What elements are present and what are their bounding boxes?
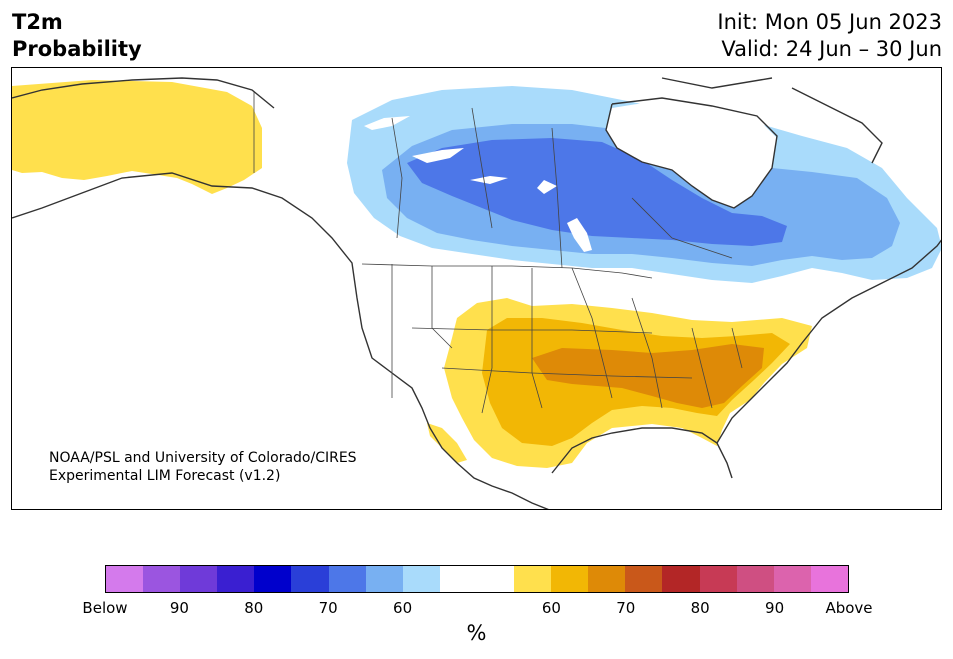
colorbar-swatch [143,566,181,592]
title-line-2: Probability [12,37,142,61]
lake [470,176,508,184]
colorbar-swatch [514,566,552,592]
colorbar-swatch [662,566,700,592]
colorbar-tick-label: Below [82,599,128,617]
init-date: Init: Mon 05 Jun 2023 [717,10,942,34]
colorbar-swatch [217,566,255,592]
colorbar-tick-label: 90 [765,599,785,617]
colorbar-swatch [254,566,292,592]
colorbar-swatch [291,566,329,592]
lake [412,148,464,163]
credit-line-1: NOAA/PSL and University of Colorado/CIRE… [49,450,357,466]
colorbar-swatch [476,566,515,592]
colorbar-tick-label: 70 [616,599,636,617]
colorbar-swatch [625,566,663,592]
colorbar-swatch [180,566,218,592]
us-above-normal-core [532,344,764,408]
lake [537,180,557,194]
colorbar-tick-label: 90 [169,599,189,617]
forecast-map [11,67,942,510]
colorbar-swatch [810,566,848,592]
colorbar-swatch [588,566,626,592]
credit-text: NOAA/PSL and University of Colorado/CIRE… [49,449,357,485]
credit-line-2: Experimental LIM Forecast (v1.2) [49,468,281,484]
political-borders [253,92,743,414]
lake [567,218,592,252]
colorbar-ticks: Below 90 80 70 60 60 70 80 90 Above [0,599,953,619]
canada-below-normal-core [407,138,787,246]
colorbar-tick-label: 70 [318,599,338,617]
colorbar-swatch [736,566,774,592]
colorbar-tick-label: Above [825,599,873,617]
colorbar-tick-label: 80 [244,599,264,617]
colorbar-tick-label: 80 [690,599,710,617]
colorbar-swatch [328,566,366,592]
map-coastlines [12,77,941,509]
colorbar-swatch [551,566,589,592]
hudson-bay [606,100,777,208]
colorbar-swatch [439,566,477,592]
colorbar-swatch [699,566,737,592]
colorbar-swatch [365,566,403,592]
map-svg [12,77,941,509]
colorbar-swatch [106,566,144,592]
lake [364,116,410,130]
colorbar-swatch [773,566,811,592]
colorbar-unit-label: % [466,621,487,645]
valid-range: Valid: 24 Jun – 30 Jun [721,37,942,61]
colorbar-swatch [402,566,440,592]
alaska-above-normal-area [12,80,262,194]
title-line-1: T2m [12,10,63,34]
colorbar-tick-label: 60 [393,599,413,617]
colorbar [105,565,849,593]
forecast-dates: Init: Mon 05 Jun 2023 Valid: 24 Jun – 30… [717,9,942,63]
mexico-above-normal-yellow [427,423,467,463]
chart-title: T2m Probability [12,9,142,63]
colorbar-tick-label: 60 [541,599,561,617]
